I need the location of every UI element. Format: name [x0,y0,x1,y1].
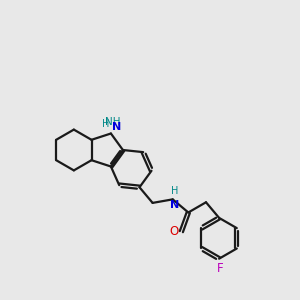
Text: F: F [217,262,224,275]
Text: O: O [169,225,178,238]
Text: NH: NH [105,117,120,127]
Text: H: H [171,186,179,196]
Text: H: H [102,119,110,129]
Text: N: N [112,122,122,132]
Text: N: N [170,200,180,210]
